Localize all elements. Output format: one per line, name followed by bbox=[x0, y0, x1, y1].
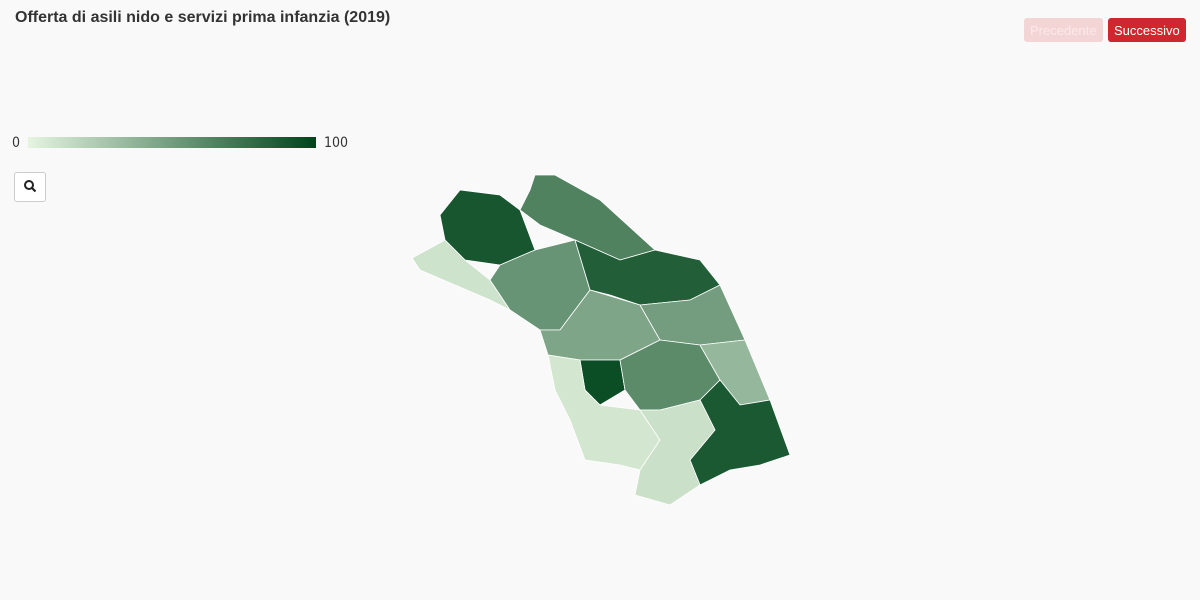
legend-min: 0 bbox=[12, 135, 20, 151]
areas bbox=[411, 174, 791, 506]
search-icon bbox=[24, 179, 37, 192]
legend-bar bbox=[28, 137, 316, 148]
title: Offerta di asili nido e servizi prima in… bbox=[15, 9, 391, 26]
search-button[interactable] bbox=[14, 172, 46, 202]
previous-button[interactable]: Precedente bbox=[1024, 18, 1103, 42]
legend-max: 100 bbox=[324, 135, 348, 151]
next-button[interactable]: Successivo bbox=[1108, 18, 1186, 42]
area[interactable] bbox=[634, 399, 716, 506]
